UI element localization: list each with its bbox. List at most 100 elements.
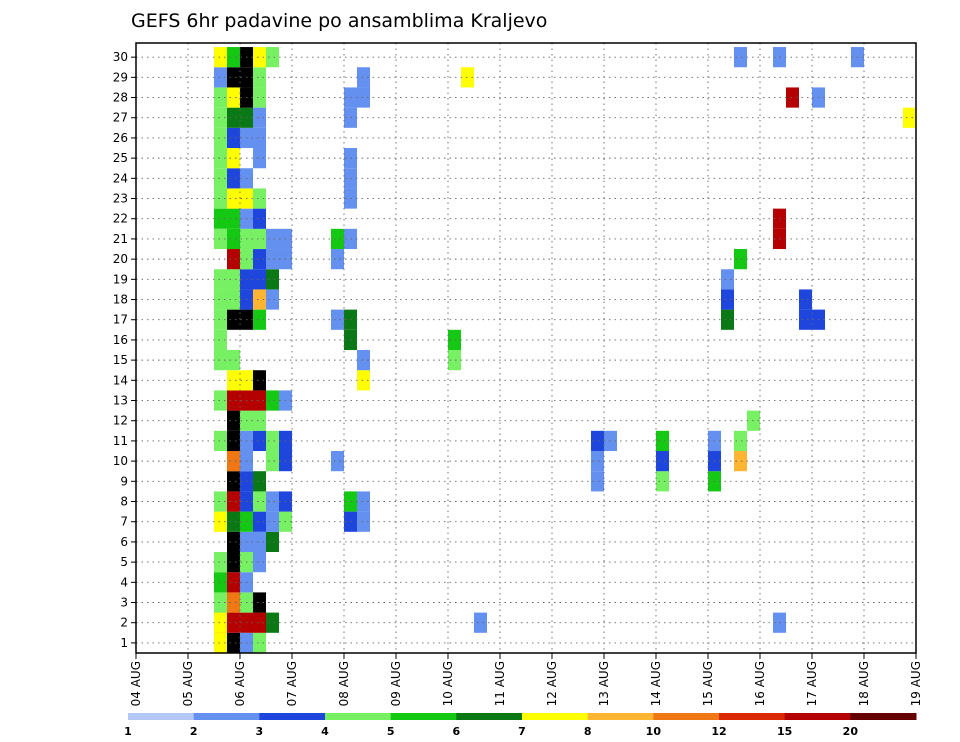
heatmap-cell: [799, 309, 812, 330]
heatmap-cell: [253, 47, 266, 68]
heatmap-cell: [227, 148, 240, 169]
heatmap-cell: [591, 471, 604, 492]
heatmap-cell: [448, 329, 461, 351]
colorbar-swatch: [850, 713, 917, 720]
colorbar-swatch: [193, 713, 260, 720]
heatmap-cell: [227, 208, 240, 229]
heatmap-cell: [357, 67, 370, 88]
colorbar-label: 4: [321, 725, 329, 738]
colorbar-legend: 1 2 3 4 5 6 7 8 10 12 15 20: [124, 713, 917, 738]
x-tick-label: 17 AUG: [805, 661, 819, 706]
x-tick-label: 05 AUG: [181, 661, 195, 706]
heatmap-cells: [214, 47, 916, 653]
y-tick-label: 10: [113, 454, 128, 468]
heatmap-cell: [253, 148, 266, 169]
heatmap-cell: [214, 208, 227, 229]
heatmap-cell: [721, 289, 734, 310]
heatmap-cell: [214, 168, 227, 189]
x-tick-label: 07 AUG: [285, 661, 299, 706]
heatmap-cell: [331, 228, 344, 250]
colorbar-label: 8: [584, 725, 592, 738]
colorbar-swatch: [587, 713, 654, 720]
heatmap-cell: [227, 249, 240, 270]
heatmap-cell: [357, 511, 370, 532]
heatmap-cell: [253, 370, 266, 391]
heatmap-cell: [266, 228, 279, 250]
heatmap-cell: [227, 370, 240, 391]
x-tick-label: 12 AUG: [545, 661, 559, 706]
x-tick-label: 08 AUG: [337, 661, 351, 706]
heatmap-cell: [227, 87, 240, 108]
heatmap-cell: [227, 552, 240, 573]
x-tick-label: 18 AUG: [857, 661, 871, 706]
heatmap-cell: [734, 47, 747, 68]
heatmap-cell: [227, 531, 240, 553]
heatmap-cell: [227, 67, 240, 88]
y-tick-label: 4: [120, 575, 128, 589]
heatmap-cell: [253, 410, 266, 431]
heatmap-cell: [331, 309, 344, 330]
heatmap-cell: [227, 572, 240, 593]
heatmap-cell: [903, 107, 916, 128]
heatmap-cell: [253, 87, 266, 108]
heatmap-cell: [253, 390, 266, 411]
x-tick-label: 10 AUG: [441, 661, 455, 706]
y-tick-label: 22: [113, 212, 128, 226]
heatmap-cell: [214, 430, 227, 452]
colorbar-swatch: [653, 713, 720, 720]
heatmap-cell: [331, 451, 344, 472]
colorbar-label: 6: [453, 725, 461, 738]
x-tick-label: 14 AUG: [649, 661, 663, 706]
x-tick-label: 13 AUG: [597, 661, 611, 706]
heatmap-cell: [227, 309, 240, 330]
x-tick-label: 04 AUG: [129, 661, 143, 706]
heatmap-cell: [253, 491, 266, 512]
heatmap-cell: [214, 491, 227, 512]
heatmap-cell: [266, 491, 279, 512]
x-axis: 04 AUG 05 AUG 06 AUG 07 AUG 08 AUG 09 AUG 10 A…: [129, 653, 923, 706]
heatmap-cell: [266, 531, 279, 553]
heatmap-cell: [214, 127, 227, 149]
heatmap-cell: [227, 430, 240, 452]
heatmap-cell: [266, 390, 279, 411]
y-tick-label: 1: [120, 636, 128, 650]
y-tick-label: 16: [113, 333, 128, 347]
x-tick-label: 15 AUG: [701, 661, 715, 706]
heatmap-cell: [214, 390, 227, 411]
y-tick-label: 8: [120, 495, 128, 509]
x-tick-label: 19 AUG: [909, 661, 923, 706]
heatmap-cell: [266, 47, 279, 68]
heatmap-cell: [253, 632, 266, 653]
heatmap-cell: [227, 127, 240, 149]
colorbar-swatch: [719, 713, 786, 720]
colorbar-label: 3: [256, 725, 264, 738]
plot-frame: [135, 42, 917, 654]
heatmap-cell: [227, 592, 240, 613]
heatmap-cell: [227, 168, 240, 189]
heatmap-cell: [734, 451, 747, 472]
y-tick-label: 30: [113, 50, 128, 64]
heatmap-cell: [227, 410, 240, 431]
heatmap-cell: [266, 269, 279, 290]
colorbar-label: 5: [387, 725, 395, 738]
heatmap-cell: [227, 289, 240, 310]
heatmap-cell: [253, 269, 266, 290]
y-axis: 1234567891011121314151617181920212223242…: [113, 50, 136, 650]
heatmap-cell: [227, 511, 240, 532]
heatmap-cell: [253, 228, 266, 250]
x-tick-label: 11 AUG: [493, 661, 507, 706]
heatmap-cell: [214, 309, 227, 330]
heatmap-cell: [721, 269, 734, 290]
heatmap-cell: [227, 632, 240, 653]
chart-title: GEFS 6hr padavine po ansamblima Kraljevo: [131, 10, 547, 32]
colorbar-swatch: [128, 713, 195, 720]
heatmap-cell: [214, 47, 227, 68]
heatmap-cell: [253, 592, 266, 613]
heatmap-cell: [474, 612, 487, 633]
colorbar-label: 10: [646, 725, 662, 738]
heatmap-cell: [227, 228, 240, 250]
heatmap-cell: [253, 289, 266, 310]
heatmap-cell: [253, 188, 266, 209]
heatmap-cell: [591, 430, 604, 452]
heatmap-cell: [214, 592, 227, 613]
